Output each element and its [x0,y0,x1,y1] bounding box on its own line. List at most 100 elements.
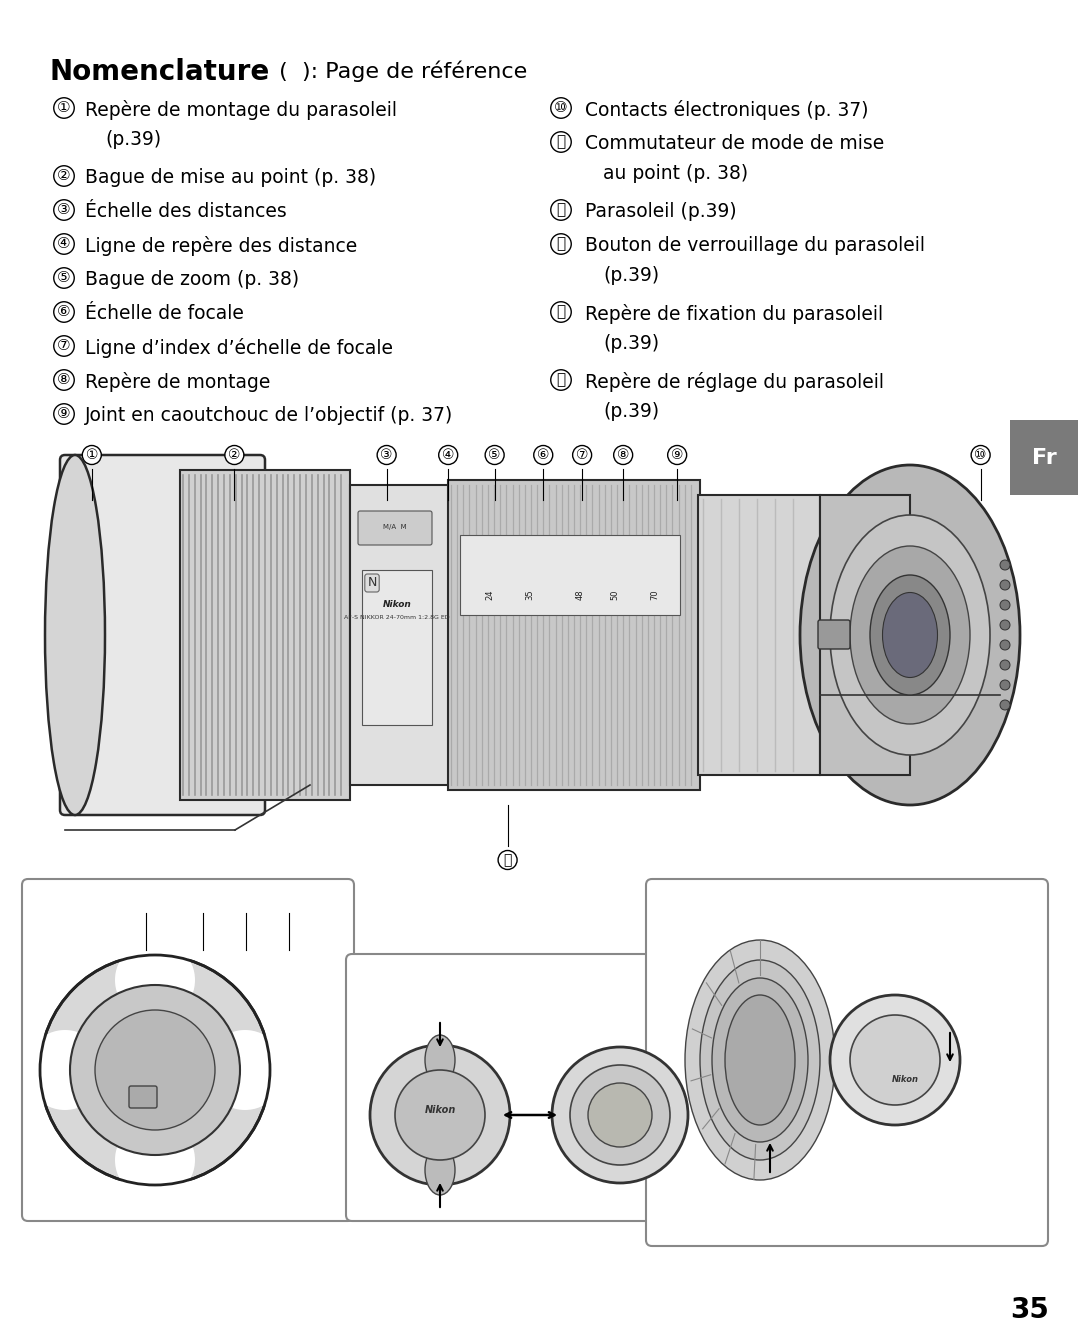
FancyBboxPatch shape [448,480,700,790]
Text: Nikon: Nikon [382,600,411,608]
Text: ⑦: ⑦ [576,448,589,463]
Text: ⑨: ⑨ [671,448,684,463]
Text: ②: ② [904,968,916,981]
Text: Commutateur de mode de mise: Commutateur de mode de mise [585,134,885,152]
Text: ①: ① [57,100,71,115]
Text: ⑭: ⑭ [242,893,251,906]
Text: Ligne de repère des distance: Ligne de repère des distance [85,237,357,255]
Text: ⑤: ⑤ [488,448,501,463]
Text: Échelle des distances: Échelle des distances [85,202,287,221]
FancyBboxPatch shape [346,955,693,1221]
Text: ⑫: ⑫ [556,202,566,218]
Text: ⑥: ⑥ [537,448,550,463]
Ellipse shape [831,515,990,755]
FancyBboxPatch shape [60,455,265,816]
Circle shape [70,985,240,1155]
FancyBboxPatch shape [818,620,850,648]
Text: ⑧: ⑧ [617,448,630,463]
FancyBboxPatch shape [362,570,432,725]
Text: ⑥: ⑥ [57,305,71,320]
Ellipse shape [685,940,835,1181]
Text: Bague de mise au point (p. 38): Bague de mise au point (p. 38) [85,168,376,187]
Text: ⑭: ⑭ [556,305,566,320]
Text: Fr: Fr [1031,448,1056,468]
Circle shape [1000,640,1010,650]
Ellipse shape [426,1035,455,1086]
Text: Repère de réglage du parasoleil: Repère de réglage du parasoleil [585,372,885,392]
Text: 48: 48 [576,590,584,600]
Text: Bouton de verrouillage du parasoleil: Bouton de verrouillage du parasoleil [585,237,924,255]
Text: ③: ③ [380,448,393,463]
Ellipse shape [426,1144,455,1195]
Text: M/A  M: M/A M [383,524,407,529]
Text: 70: 70 [650,590,660,600]
Text: ⑮: ⑮ [285,893,294,906]
Circle shape [1000,660,1010,670]
Text: Bague de zoom (p. 38): Bague de zoom (p. 38) [85,270,299,289]
Circle shape [395,1070,485,1161]
Text: ①: ① [85,448,98,463]
Text: ⑤: ⑤ [57,270,71,286]
Text: 24: 24 [486,590,495,600]
FancyBboxPatch shape [1010,420,1078,495]
Text: Nikon: Nikon [424,1104,456,1115]
Text: Repère de montage: Repère de montage [85,372,270,392]
Text: Contacts électroniques (p. 37): Contacts électroniques (p. 37) [585,100,868,120]
Circle shape [570,1066,670,1165]
Text: (p.39): (p.39) [603,402,659,421]
Circle shape [850,1015,940,1104]
FancyBboxPatch shape [129,1086,157,1108]
Ellipse shape [700,960,820,1161]
Text: ④: ④ [57,237,71,251]
Ellipse shape [850,545,970,725]
Text: ⑬: ⑬ [556,237,566,251]
Circle shape [25,1029,105,1110]
Circle shape [552,1047,688,1183]
Text: Repère de fixation du parasoleil: Repère de fixation du parasoleil [585,303,883,324]
Text: ⑩: ⑩ [974,448,987,463]
Text: ⑨: ⑨ [57,406,71,421]
Ellipse shape [870,575,950,695]
FancyBboxPatch shape [460,535,680,615]
Text: Joint en caoutchouc de l’objectif (p. 37): Joint en caoutchouc de l’objectif (p. 37… [85,406,454,425]
Circle shape [1000,580,1010,590]
Text: Nomenclature: Nomenclature [50,57,270,86]
Text: au point (p. 38): au point (p. 38) [603,164,748,183]
Text: ⑩: ⑩ [554,100,568,115]
Circle shape [1000,560,1010,570]
Circle shape [831,995,960,1124]
Ellipse shape [45,455,105,816]
Text: (p.39): (p.39) [603,334,659,353]
Text: ⑫: ⑫ [141,893,150,906]
Text: AF-S NIKKOR 24-70mm 1:2.8G ED: AF-S NIKKOR 24-70mm 1:2.8G ED [345,615,449,620]
Text: 35: 35 [1011,1296,1050,1324]
Text: N: N [367,576,377,590]
Circle shape [370,1046,510,1185]
Circle shape [588,1083,652,1147]
Text: Échelle de focale: Échelle de focale [85,303,244,324]
Text: ⑮: ⑮ [556,373,566,388]
Ellipse shape [725,995,795,1124]
Circle shape [114,1120,195,1201]
Ellipse shape [800,465,1020,805]
Text: ⑧: ⑧ [57,373,71,388]
Circle shape [40,955,270,1185]
Text: ④: ④ [442,448,455,463]
Text: ⑪: ⑪ [503,853,512,866]
Text: 35: 35 [526,590,535,600]
Circle shape [1000,600,1010,610]
Text: ②: ② [57,168,71,183]
Circle shape [1000,620,1010,630]
Circle shape [114,940,195,1020]
Circle shape [95,1009,215,1130]
Text: (  ): Page de référence: ( ): Page de référence [272,62,527,83]
Text: ③: ③ [57,202,71,218]
Circle shape [1000,681,1010,690]
Text: ②: ② [228,448,241,463]
FancyBboxPatch shape [357,511,432,545]
Text: ⑦: ⑦ [57,338,71,353]
Ellipse shape [882,592,937,678]
Circle shape [205,1029,285,1110]
Text: Parasoleil (p.39): Parasoleil (p.39) [585,202,737,221]
FancyBboxPatch shape [180,471,350,800]
